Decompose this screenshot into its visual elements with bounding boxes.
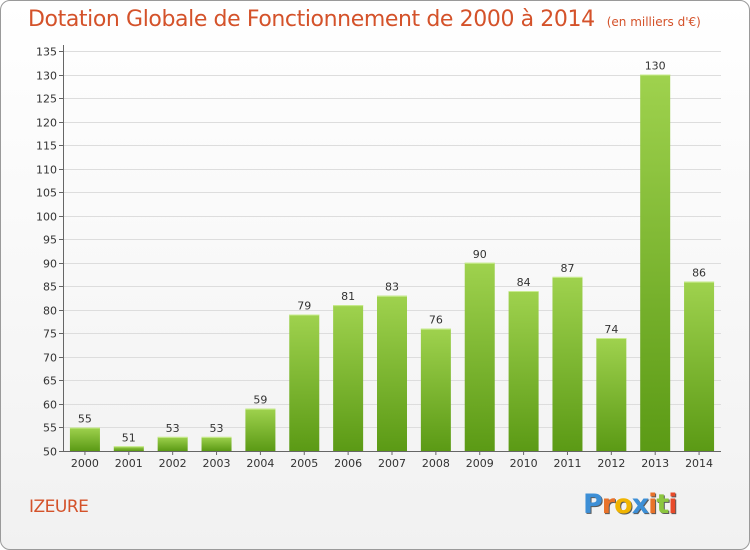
x-tick-label: 2005 xyxy=(290,457,318,470)
labels: 50 55 60 65 70 75 80 85 90 95 100 105 110 115 120 125 13… xyxy=(36,46,713,471)
logo-letter: o xyxy=(614,489,633,520)
y-tick-label: 135 xyxy=(36,46,57,59)
y-tick-label: 60 xyxy=(43,399,57,412)
data-label: 81 xyxy=(341,290,355,303)
chart-title: Dotation Globale de Fonctionnement de 20… xyxy=(28,7,701,32)
y-tick-label: 125 xyxy=(36,93,57,106)
y-tick-label: 80 xyxy=(43,305,57,318)
bar xyxy=(552,276,583,451)
bar xyxy=(157,436,188,451)
y-tick-label: 55 xyxy=(43,422,57,435)
data-label: 51 xyxy=(122,431,136,444)
data-label: 130 xyxy=(645,60,666,73)
y-tick-label: 120 xyxy=(36,117,57,130)
data-label: 90 xyxy=(473,248,487,261)
y-tick-label: 105 xyxy=(36,187,57,200)
data-label: 55 xyxy=(78,412,92,425)
x-tick-label: 2007 xyxy=(378,457,406,470)
logo-letter: x xyxy=(631,489,649,520)
bar xyxy=(201,436,232,451)
x-tick-label: 2003 xyxy=(203,457,231,470)
x-tick-label: 2012 xyxy=(597,457,625,470)
data-label: 84 xyxy=(517,276,531,289)
bar xyxy=(113,446,144,451)
bar xyxy=(69,427,100,451)
x-tick-label: 2013 xyxy=(641,457,669,470)
y-tick-label: 95 xyxy=(43,234,57,247)
x-tick-label: 2010 xyxy=(510,457,538,470)
logo-letter: P xyxy=(583,489,603,520)
data-label: 76 xyxy=(429,314,443,327)
data-label: 53 xyxy=(166,422,180,435)
bar xyxy=(377,295,407,451)
y-tick-label: 85 xyxy=(43,281,57,294)
bar xyxy=(640,74,671,451)
x-tick-label: 2009 xyxy=(466,457,494,470)
axes xyxy=(59,45,721,455)
y-tick-label: 90 xyxy=(43,258,57,271)
bars xyxy=(69,74,715,451)
bar xyxy=(464,262,495,451)
chart-subtitle: (en milliers d'€) xyxy=(606,15,701,29)
bar xyxy=(420,328,451,451)
data-label: 53 xyxy=(210,422,224,435)
y-tick-label: 65 xyxy=(43,375,57,388)
data-label: 59 xyxy=(253,394,267,407)
y-tick-label: 115 xyxy=(36,140,57,153)
x-tick-label: 2011 xyxy=(553,457,581,470)
logo-letter: i xyxy=(648,489,657,520)
bar xyxy=(684,281,715,451)
x-tick-label: 2001 xyxy=(115,457,143,470)
x-tick-label: 2000 xyxy=(71,457,99,470)
y-tick-label: 75 xyxy=(43,328,57,341)
logo-letter: t xyxy=(656,489,669,520)
y-tick-label: 70 xyxy=(43,352,57,365)
bar xyxy=(245,408,276,451)
chart-title-text: Dotation Globale de Fonctionnement de 20… xyxy=(28,7,595,32)
bar xyxy=(596,338,627,451)
commune-name: IZEURE xyxy=(29,497,89,517)
x-tick-label: 2006 xyxy=(334,457,362,470)
data-label: 83 xyxy=(385,281,399,294)
y-tick-label: 110 xyxy=(36,164,57,177)
data-label: 87 xyxy=(560,262,574,275)
proxiti-logo: Proxiti xyxy=(583,489,678,520)
data-label: 86 xyxy=(692,267,706,280)
y-tick-label: 130 xyxy=(36,70,57,83)
x-tick-label: 2002 xyxy=(159,457,187,470)
y-tick-label: 50 xyxy=(43,446,57,459)
y-tick-label: 100 xyxy=(36,211,57,224)
data-label: 79 xyxy=(297,300,311,313)
bar xyxy=(289,314,320,451)
bar xyxy=(333,305,364,451)
x-tick-label: 2004 xyxy=(246,457,274,470)
logo-letter: r xyxy=(601,489,615,520)
data-label: 74 xyxy=(604,323,618,336)
bar xyxy=(508,291,539,451)
x-tick-label: 2014 xyxy=(685,457,713,470)
x-tick-label: 2008 xyxy=(422,457,450,470)
logo-letter: i xyxy=(668,489,677,520)
